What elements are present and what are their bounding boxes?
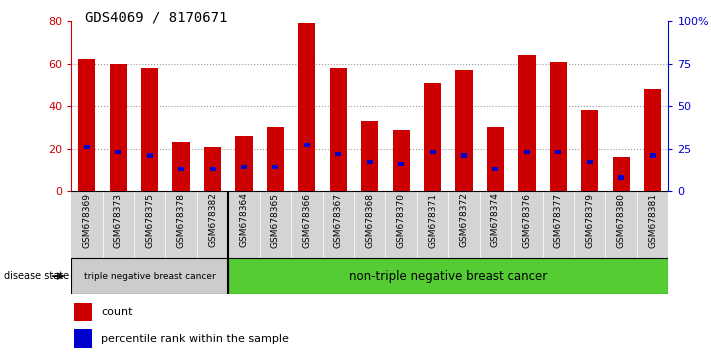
Bar	[228, 258, 668, 294]
Bar	[581, 110, 599, 191]
Text: GSM678377: GSM678377	[554, 193, 563, 247]
Bar	[493, 167, 498, 171]
Bar	[461, 153, 467, 158]
Bar	[141, 68, 159, 191]
Text: count: count	[101, 307, 132, 317]
Bar	[235, 136, 252, 191]
Text: GSM678367: GSM678367	[333, 193, 343, 247]
Text: GSM678364: GSM678364	[240, 193, 248, 247]
Text: percentile rank within the sample: percentile rank within the sample	[101, 334, 289, 344]
Bar	[392, 130, 410, 191]
Bar	[618, 176, 624, 180]
Bar	[367, 160, 373, 164]
Bar	[650, 153, 656, 158]
Bar	[115, 150, 122, 154]
Bar	[518, 55, 535, 191]
Bar	[304, 143, 310, 147]
Bar	[424, 83, 442, 191]
Bar	[550, 62, 567, 191]
Bar	[336, 152, 341, 156]
Bar	[298, 23, 316, 191]
Bar	[204, 147, 221, 191]
Text: non-triple negative breast cancer: non-triple negative breast cancer	[349, 270, 547, 282]
Text: GSM678370: GSM678370	[397, 193, 406, 247]
Text: disease state: disease state	[4, 271, 69, 281]
Bar	[361, 121, 378, 191]
Bar	[272, 165, 279, 170]
Bar	[173, 142, 190, 191]
Text: GSM678368: GSM678368	[365, 193, 374, 247]
Bar	[78, 59, 95, 191]
Text: GDS4069 / 8170671: GDS4069 / 8170671	[85, 11, 228, 25]
Bar	[455, 70, 473, 191]
Bar	[330, 68, 347, 191]
Bar	[398, 162, 404, 166]
Text: GSM678380: GSM678380	[616, 193, 626, 247]
Bar	[241, 165, 247, 170]
Bar	[587, 160, 593, 164]
Text: GSM678366: GSM678366	[302, 193, 311, 247]
Bar	[109, 64, 127, 191]
Bar	[71, 258, 228, 294]
Bar	[74, 303, 92, 321]
Bar	[555, 150, 562, 154]
Bar	[74, 329, 92, 348]
Bar	[613, 157, 630, 191]
Text: GSM678376: GSM678376	[523, 193, 531, 247]
Text: GSM678381: GSM678381	[648, 193, 657, 247]
Bar	[84, 145, 90, 149]
Text: GSM678373: GSM678373	[114, 193, 123, 247]
Bar	[267, 127, 284, 191]
Bar	[487, 127, 504, 191]
Bar	[644, 89, 661, 191]
Text: GSM678378: GSM678378	[176, 193, 186, 247]
Text: GSM678369: GSM678369	[82, 193, 91, 247]
Bar	[210, 167, 215, 171]
Bar	[178, 167, 184, 171]
Text: GSM678371: GSM678371	[428, 193, 437, 247]
Text: GSM678372: GSM678372	[459, 193, 469, 247]
Text: GSM678382: GSM678382	[208, 193, 217, 247]
Text: GSM678374: GSM678374	[491, 193, 500, 247]
Text: GSM678365: GSM678365	[271, 193, 280, 247]
Bar	[524, 150, 530, 154]
Bar	[429, 150, 436, 154]
Bar	[146, 153, 153, 158]
Text: GSM678379: GSM678379	[585, 193, 594, 247]
Text: GSM678375: GSM678375	[145, 193, 154, 247]
Text: triple negative breast cancer: triple negative breast cancer	[84, 272, 215, 281]
